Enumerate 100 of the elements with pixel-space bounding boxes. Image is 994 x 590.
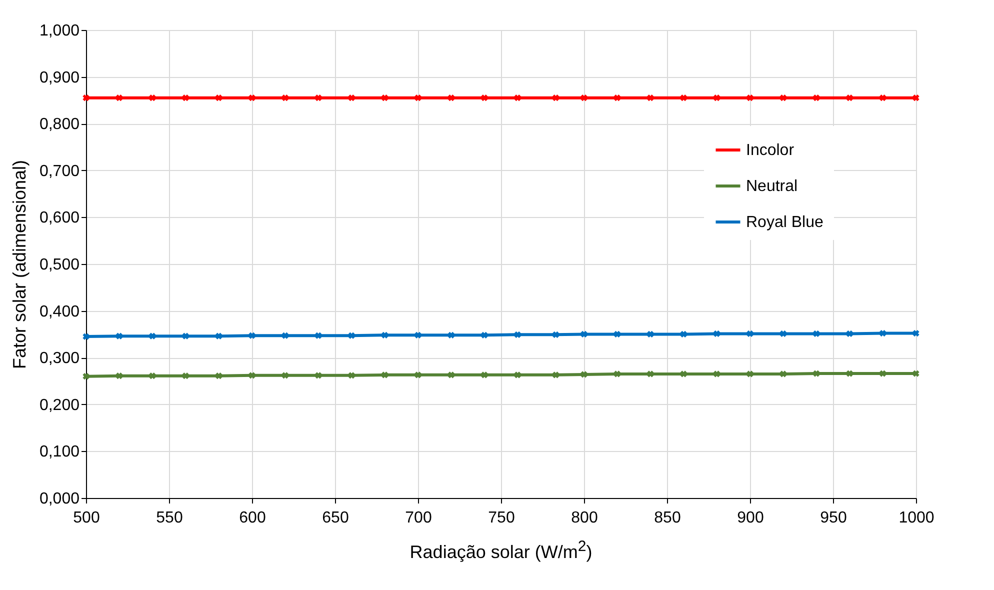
point bbox=[282, 332, 289, 339]
point bbox=[82, 373, 90, 380]
point bbox=[780, 370, 787, 378]
point bbox=[348, 94, 355, 102]
point bbox=[746, 330, 754, 338]
y-tick-label: 0,300 bbox=[39, 350, 80, 368]
point bbox=[647, 94, 654, 102]
point bbox=[713, 94, 720, 102]
point bbox=[116, 372, 123, 380]
y-tick-label: 0,800 bbox=[39, 116, 80, 134]
point bbox=[248, 332, 256, 339]
point bbox=[82, 94, 90, 102]
legend-label: Incolor bbox=[746, 142, 795, 159]
point bbox=[580, 94, 588, 102]
x-tick-label: 1000 bbox=[898, 510, 934, 526]
point bbox=[647, 370, 654, 378]
point bbox=[215, 94, 222, 102]
point bbox=[552, 331, 560, 338]
point bbox=[912, 94, 920, 102]
point bbox=[381, 332, 388, 338]
point bbox=[282, 372, 289, 379]
point bbox=[912, 370, 920, 377]
point bbox=[879, 370, 886, 377]
point bbox=[149, 332, 156, 340]
point bbox=[381, 372, 388, 378]
point bbox=[414, 372, 422, 378]
point bbox=[248, 372, 256, 379]
point bbox=[614, 370, 621, 378]
point bbox=[647, 330, 654, 338]
point bbox=[282, 94, 289, 102]
y-tick-label: 0,000 bbox=[39, 490, 80, 508]
point bbox=[481, 372, 488, 378]
point bbox=[481, 332, 488, 338]
point bbox=[879, 94, 886, 102]
x-tick-label: 700 bbox=[405, 510, 432, 526]
point bbox=[414, 94, 422, 102]
y-tick-label: 1,000 bbox=[39, 22, 80, 40]
point bbox=[846, 370, 853, 377]
x-tick-label: 800 bbox=[571, 510, 598, 526]
y-axis-title: Fator solar (adimensional) bbox=[9, 160, 30, 370]
legend-label: Neutral bbox=[746, 178, 798, 195]
point bbox=[348, 372, 355, 379]
x-tick-label: 900 bbox=[737, 510, 764, 526]
y-tick-label: 0,500 bbox=[39, 256, 80, 274]
point bbox=[780, 330, 787, 338]
y-tick-label: 0,600 bbox=[39, 210, 80, 227]
x-tick-label: 950 bbox=[820, 510, 847, 526]
point bbox=[182, 372, 189, 380]
point bbox=[116, 332, 123, 340]
point bbox=[248, 94, 256, 102]
point bbox=[182, 332, 189, 340]
point bbox=[713, 330, 720, 338]
x-tick-label: 550 bbox=[156, 510, 183, 526]
x-tick-label: 500 bbox=[73, 510, 100, 526]
point bbox=[448, 332, 455, 338]
point bbox=[614, 330, 621, 338]
point bbox=[680, 330, 687, 338]
x-tick-label: 650 bbox=[322, 510, 349, 526]
point bbox=[315, 372, 322, 379]
point bbox=[182, 94, 189, 102]
point bbox=[149, 372, 156, 380]
point bbox=[514, 94, 521, 102]
x-tick-label: 850 bbox=[654, 510, 681, 526]
point bbox=[315, 332, 322, 339]
point bbox=[813, 94, 820, 102]
point bbox=[149, 94, 156, 102]
point bbox=[552, 94, 560, 102]
point bbox=[846, 94, 853, 102]
y-tick-label: 0,700 bbox=[39, 162, 80, 180]
point bbox=[514, 331, 521, 338]
point bbox=[448, 94, 455, 102]
point bbox=[552, 372, 560, 378]
y-tick-label: 0,100 bbox=[39, 444, 80, 461]
point bbox=[780, 94, 787, 102]
point bbox=[481, 94, 488, 102]
point bbox=[813, 330, 820, 338]
point bbox=[846, 330, 853, 338]
point bbox=[215, 372, 222, 380]
point bbox=[448, 372, 455, 378]
point bbox=[879, 330, 886, 337]
point bbox=[215, 332, 222, 340]
x-axis-title: Radiação solar (W/m$^{2}$) bbox=[408, 538, 594, 563]
point bbox=[82, 333, 90, 340]
y-tick-label: 0,200 bbox=[39, 396, 80, 414]
point bbox=[315, 94, 322, 102]
point bbox=[614, 94, 621, 102]
point bbox=[746, 94, 754, 102]
point bbox=[414, 332, 422, 338]
point bbox=[680, 370, 687, 378]
point bbox=[514, 372, 521, 378]
legend-label: Royal Blue bbox=[746, 214, 824, 231]
point bbox=[580, 330, 588, 338]
point bbox=[813, 370, 820, 377]
y-tick-label: 0,900 bbox=[39, 69, 80, 86]
point bbox=[680, 94, 687, 102]
point bbox=[381, 94, 388, 102]
point bbox=[746, 370, 754, 378]
y-tick-label: 0,400 bbox=[39, 303, 80, 320]
x-tick-label: 600 bbox=[239, 510, 266, 526]
point bbox=[580, 371, 588, 378]
